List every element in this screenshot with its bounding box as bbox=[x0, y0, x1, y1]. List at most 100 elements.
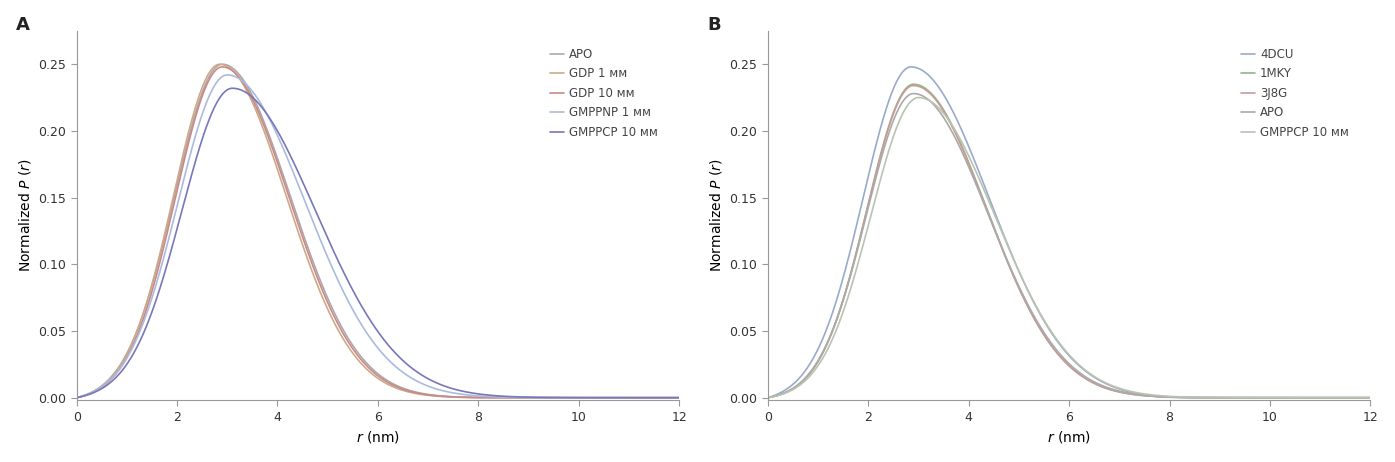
GDP 1 мм bbox=[483, 395, 499, 401]
GDP 10 мм bbox=[312, 284, 329, 289]
1MKY bbox=[1240, 395, 1257, 401]
APO bbox=[1362, 395, 1378, 401]
APO bbox=[130, 325, 146, 330]
Text: B: B bbox=[707, 16, 721, 34]
3J8G bbox=[822, 336, 838, 341]
GMPPNP 1 мм bbox=[219, 72, 236, 78]
4DCU bbox=[1230, 395, 1247, 401]
4DCU bbox=[1240, 395, 1257, 401]
GDP 10 мм bbox=[538, 395, 555, 401]
APO bbox=[538, 395, 555, 401]
GDP 1 мм bbox=[68, 395, 85, 401]
GDP 1 мм bbox=[335, 335, 352, 340]
3J8G bbox=[905, 83, 922, 88]
GDP 1 мм bbox=[130, 325, 146, 331]
Line: APO: APO bbox=[767, 94, 1370, 398]
1MKY bbox=[1175, 395, 1191, 400]
4DCU bbox=[1004, 253, 1021, 258]
Line: 3J8G: 3J8G bbox=[767, 85, 1370, 398]
GMPPCP 10 мм bbox=[1240, 395, 1257, 401]
APO bbox=[1175, 395, 1191, 400]
GMPPNP 1 мм bbox=[550, 395, 566, 401]
Line: APO: APO bbox=[77, 64, 679, 398]
GMPPNP 1 мм bbox=[483, 394, 499, 400]
GMPPCP 10 мм bbox=[822, 343, 838, 348]
APO bbox=[68, 395, 85, 401]
GDP 10 мм bbox=[671, 395, 688, 401]
Legend: APO, GDP 1 мм, GDP 10 мм, GMPPNP 1 мм, GMPPCP 10 мм: APO, GDP 1 мм, GDP 10 мм, GMPPNP 1 мм, G… bbox=[547, 44, 661, 142]
GMPPNP 1 мм bbox=[312, 238, 329, 244]
1MKY bbox=[1025, 315, 1042, 321]
3J8G bbox=[1362, 395, 1378, 401]
1MKY bbox=[905, 81, 922, 87]
GMPPCP 10 мм bbox=[1004, 254, 1021, 259]
4DCU bbox=[903, 64, 919, 70]
1MKY bbox=[1362, 395, 1378, 401]
GMPPCP 10 мм bbox=[1230, 395, 1247, 401]
1MKY bbox=[822, 335, 838, 341]
GDP 10 мм bbox=[483, 395, 499, 401]
Y-axis label: Normalized $P$ ($r$): Normalized $P$ ($r$) bbox=[17, 159, 32, 272]
Line: 4DCU: 4DCU bbox=[767, 67, 1370, 398]
APO bbox=[822, 335, 838, 341]
4DCU bbox=[1362, 395, 1378, 401]
GMPPNP 1 мм bbox=[335, 287, 352, 293]
GDP 1 мм bbox=[211, 61, 227, 67]
GMPPCP 10 мм bbox=[130, 342, 146, 347]
GMPPCP 10 мм bbox=[550, 395, 566, 401]
X-axis label: $r$ (nm): $r$ (nm) bbox=[356, 429, 400, 445]
Line: 1MKY: 1MKY bbox=[767, 84, 1370, 398]
Y-axis label: Normalized $P$ ($r$): Normalized $P$ ($r$) bbox=[707, 159, 724, 272]
APO bbox=[1025, 313, 1042, 319]
GMPPCP 10 мм bbox=[1025, 299, 1042, 305]
1MKY bbox=[1230, 395, 1247, 401]
3J8G bbox=[1240, 395, 1257, 401]
APO bbox=[671, 395, 688, 401]
GMPPCP 10 мм bbox=[671, 395, 688, 401]
4DCU bbox=[759, 395, 776, 401]
GDP 1 мм bbox=[538, 395, 555, 401]
GMPPCP 10 мм bbox=[68, 395, 85, 401]
APO bbox=[312, 280, 329, 285]
3J8G bbox=[1025, 316, 1042, 321]
GMPPCP 10 мм bbox=[759, 395, 776, 401]
1MKY bbox=[759, 395, 776, 401]
GMPPCP 10 мм bbox=[538, 395, 555, 400]
GDP 1 мм bbox=[671, 395, 688, 401]
GMPPCP 10 мм bbox=[1175, 394, 1191, 400]
4DCU bbox=[822, 319, 838, 324]
GDP 10 мм bbox=[335, 330, 352, 335]
GDP 1 мм bbox=[312, 291, 329, 297]
Line: GDP 1 мм: GDP 1 мм bbox=[77, 64, 679, 398]
3J8G bbox=[1175, 395, 1191, 400]
GMPPCP 10 мм bbox=[483, 393, 499, 398]
GMPPCP 10 мм bbox=[223, 85, 240, 91]
GDP 10 мм bbox=[130, 330, 146, 335]
GMPPCP 10 мм bbox=[335, 267, 352, 273]
Line: GMPPNP 1 мм: GMPPNP 1 мм bbox=[77, 75, 679, 398]
APO bbox=[483, 395, 499, 401]
APO bbox=[1230, 395, 1247, 401]
Text: A: A bbox=[17, 16, 31, 34]
GMPPNP 1 мм bbox=[130, 333, 146, 338]
GMPPCP 10 мм bbox=[312, 220, 329, 226]
3J8G bbox=[1230, 395, 1247, 401]
APO bbox=[550, 395, 566, 401]
APO bbox=[335, 326, 352, 332]
4DCU bbox=[1175, 395, 1191, 401]
3J8G bbox=[1004, 270, 1021, 276]
X-axis label: $r$ (nm): $r$ (nm) bbox=[1048, 429, 1091, 445]
GDP 1 мм bbox=[550, 395, 566, 401]
GDP 10 мм bbox=[550, 395, 566, 401]
APO bbox=[905, 91, 922, 97]
APO bbox=[759, 395, 776, 401]
GMPPNP 1 мм bbox=[68, 395, 85, 401]
GDP 10 мм bbox=[68, 395, 85, 401]
APO bbox=[1240, 395, 1257, 401]
1MKY bbox=[1004, 270, 1021, 275]
APO bbox=[215, 61, 232, 67]
GDP 10 мм bbox=[215, 64, 232, 70]
APO bbox=[1004, 269, 1021, 274]
Line: GMPPCP 10 мм: GMPPCP 10 мм bbox=[77, 88, 679, 398]
GMPPNP 1 мм bbox=[671, 395, 688, 401]
